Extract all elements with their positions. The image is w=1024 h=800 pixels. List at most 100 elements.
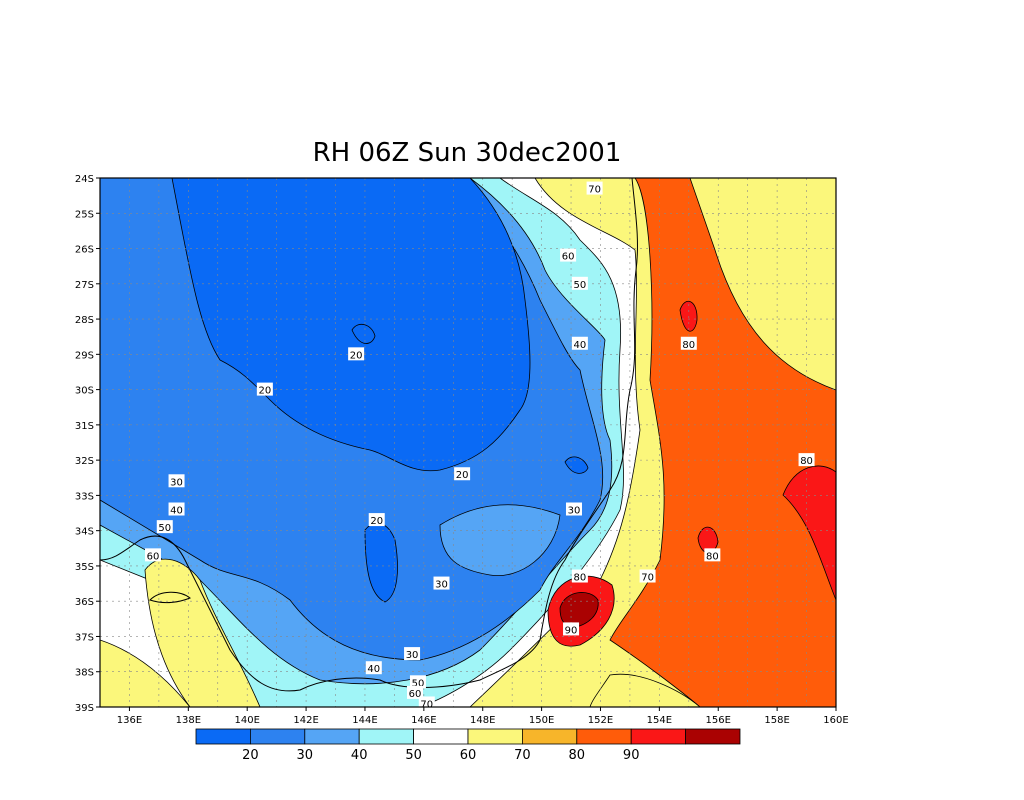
contour-label-text: 20 [370, 516, 383, 527]
rh-shaded-field [100, 178, 836, 707]
contour-label-text: 50 [158, 523, 171, 534]
y-tick-label: 32S [75, 456, 94, 467]
region-60-70-east [689, 178, 836, 391]
contour-label: 70 [639, 569, 656, 584]
x-tick-label: 144E [352, 715, 377, 726]
colorbar-label: 70 [514, 748, 531, 763]
x-tick-label: 148E [470, 715, 495, 726]
contour-label-bg [571, 336, 588, 350]
contour-label: 50 [571, 276, 588, 291]
contour-label: 70 [418, 696, 435, 707]
y-tick-label: 39S [75, 703, 94, 714]
contour-label: 20 [454, 467, 471, 481]
colorbar-swatch [630, 728, 687, 745]
contour-label: 80 [680, 336, 697, 351]
y-tick-label: 30S [75, 386, 94, 397]
colorbar-swatch [249, 728, 306, 745]
contour-label-bg [560, 248, 577, 262]
region-30-40-inland [439, 504, 561, 577]
contour-label-text: 60 [562, 252, 575, 263]
colorbar-swatch [522, 728, 578, 745]
contour-label-text: 30 [406, 650, 419, 661]
contour-label: 30 [168, 474, 185, 488]
contour-label: 50 [409, 675, 426, 689]
contour-label-text: 40 [574, 340, 587, 351]
contour-label-bg [407, 685, 424, 699]
y-tick-label: 27S [75, 280, 94, 291]
contour-label-bg [454, 467, 471, 481]
y-tick-label: 25S [75, 209, 94, 220]
contour-label-bg [368, 513, 385, 527]
contour-label-bg [348, 347, 365, 361]
contour-label-bg [571, 569, 588, 583]
contour-label-bg [680, 336, 697, 350]
contour-label-text: 80 [682, 340, 695, 351]
contour-label-bg [256, 382, 273, 396]
contour-label: 30 [565, 502, 582, 517]
colorbar-swatch [195, 728, 251, 745]
colorbar-label: 80 [569, 748, 586, 763]
colorbar-swatch [413, 728, 469, 745]
y-tick-label: 24S [75, 174, 94, 185]
coastline [100, 178, 638, 692]
contour-label: 80 [798, 453, 815, 467]
x-tick-label: 154E [647, 715, 672, 726]
contour-label-bg [571, 276, 588, 290]
contour-label-text: 60 [147, 551, 160, 562]
contour-label-bg [168, 502, 185, 516]
contour-label-text: 30 [170, 477, 183, 488]
x-tick-label: 140E [234, 715, 259, 726]
colorbar-label: 90 [623, 748, 640, 763]
contour-label: 60 [407, 685, 424, 700]
contour-label: 70 [586, 181, 603, 196]
contour-label: 20 [348, 347, 365, 361]
contour-label: 40 [571, 336, 588, 351]
y-tick-label: 28S [75, 315, 94, 326]
contour-label-bg [404, 647, 421, 661]
contour-label-text: 20 [258, 386, 271, 397]
contour-label: 50 [156, 520, 173, 534]
x-tick-label: 150E [529, 715, 554, 726]
contour-label: 20 [256, 382, 273, 397]
grid-lines [100, 178, 836, 707]
y-tick-label: 38S [75, 668, 94, 679]
y-tick-label: 37S [75, 632, 94, 643]
contour-label: 60 [144, 548, 161, 562]
plot-frame [99, 177, 837, 708]
contour-label-text: 40 [170, 506, 183, 517]
colorbar-swatch [685, 728, 741, 745]
contour-label-bg [704, 548, 721, 562]
contour-label: 40 [168, 502, 185, 517]
contour-label-bg [639, 569, 656, 583]
colorbar-swatch [304, 728, 360, 745]
contour-label: 90 [563, 622, 580, 636]
colorbar-label: 30 [297, 748, 314, 763]
contour-label-text: 20 [456, 470, 469, 481]
colorbar-swatch [576, 728, 632, 745]
x-tick-label: 158E [764, 715, 789, 726]
map-title: RH 06Z Sun 30dec2001 [312, 138, 622, 168]
contour-label-bg [409, 675, 426, 689]
contour-label-text: 50 [412, 678, 425, 689]
contour-label-text: 80 [800, 456, 813, 467]
x-tick-label: 138E [176, 715, 201, 726]
contour-label-text: 20 [350, 350, 363, 361]
y-tick-label: 36S [75, 597, 94, 608]
contour-label-text: 70 [588, 185, 601, 196]
region-80-90-mid [697, 526, 719, 554]
contour-label-bg [433, 576, 450, 590]
x-tick-label: 160E [823, 715, 848, 726]
contour-label-bg [168, 474, 185, 488]
island-outline [149, 591, 191, 604]
x-tick-label: 152E [588, 715, 613, 726]
x-tick-label: 146E [411, 715, 436, 726]
colorbar-label: 20 [242, 748, 259, 763]
axes: 24S 25S 26S 27S 28S 29S 30S 31S 32S 33S 34S 35S 36S 3… [75, 174, 849, 726]
contour-label: 60 [560, 248, 577, 263]
colorbar-label: 50 [405, 748, 422, 763]
contour-label-bg [365, 661, 382, 675]
coastline-path [100, 178, 638, 692]
contour-label: 30 [433, 576, 450, 591]
